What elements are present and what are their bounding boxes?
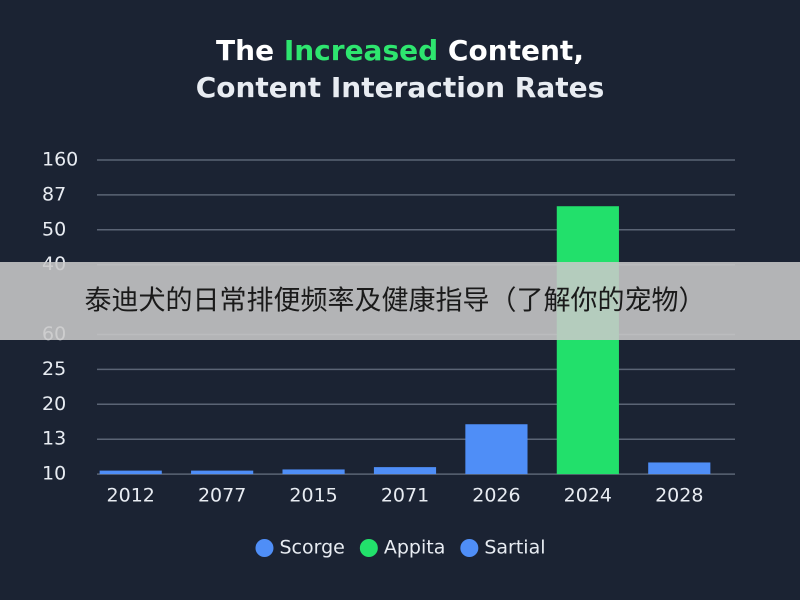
overlay: 泰迪犬的日常排便频率及健康指导（了解你的宠物） bbox=[0, 262, 800, 340]
legend-label: Appita bbox=[384, 537, 446, 559]
y-tick-label: 13 bbox=[42, 428, 66, 450]
bar bbox=[373, 467, 437, 475]
title-part: Content, bbox=[438, 34, 584, 67]
chart-title: Content Interaction Rates bbox=[196, 71, 605, 104]
banner-text: 泰迪犬的日常排便频率及健康指导（了解你的宠物） bbox=[85, 286, 706, 317]
x-tick-label: 2012 bbox=[107, 485, 155, 507]
y-tick-label: 25 bbox=[42, 358, 66, 380]
y-tick-label: 87 bbox=[42, 183, 66, 205]
legend-swatch bbox=[255, 539, 274, 557]
bar bbox=[556, 206, 619, 475]
legend-swatch bbox=[460, 539, 479, 557]
legend: Scorge Appita Sartial bbox=[255, 537, 546, 559]
bar bbox=[465, 424, 528, 475]
banner-bg bbox=[0, 262, 800, 340]
y-tick-label: 20 bbox=[42, 393, 66, 415]
x-tick-label: 2077 bbox=[198, 485, 246, 507]
x-tick-label: 2071 bbox=[381, 485, 429, 507]
x-tick-label: 2028 bbox=[655, 485, 703, 507]
plot: The Increased Content, Content Interactio… bbox=[42, 34, 735, 559]
title-part: Increased bbox=[284, 34, 438, 67]
bar bbox=[99, 470, 162, 475]
chart-title: The Increased Content, bbox=[216, 34, 584, 67]
y-tick-label: 160 bbox=[42, 149, 78, 171]
bar bbox=[648, 462, 711, 475]
bar bbox=[191, 470, 254, 475]
x-tick-label: 2026 bbox=[472, 485, 520, 507]
x-tick-label: 2024 bbox=[564, 485, 612, 507]
bar bbox=[282, 469, 345, 475]
x-tick-label: 2015 bbox=[289, 485, 337, 507]
title-part: The bbox=[216, 34, 284, 67]
legend-swatch bbox=[359, 539, 378, 557]
y-tick-label: 50 bbox=[42, 218, 66, 240]
y-tick-label: 10 bbox=[42, 463, 66, 485]
legend-label: Scorge bbox=[279, 537, 344, 559]
legend-label: Sartial bbox=[484, 537, 545, 559]
